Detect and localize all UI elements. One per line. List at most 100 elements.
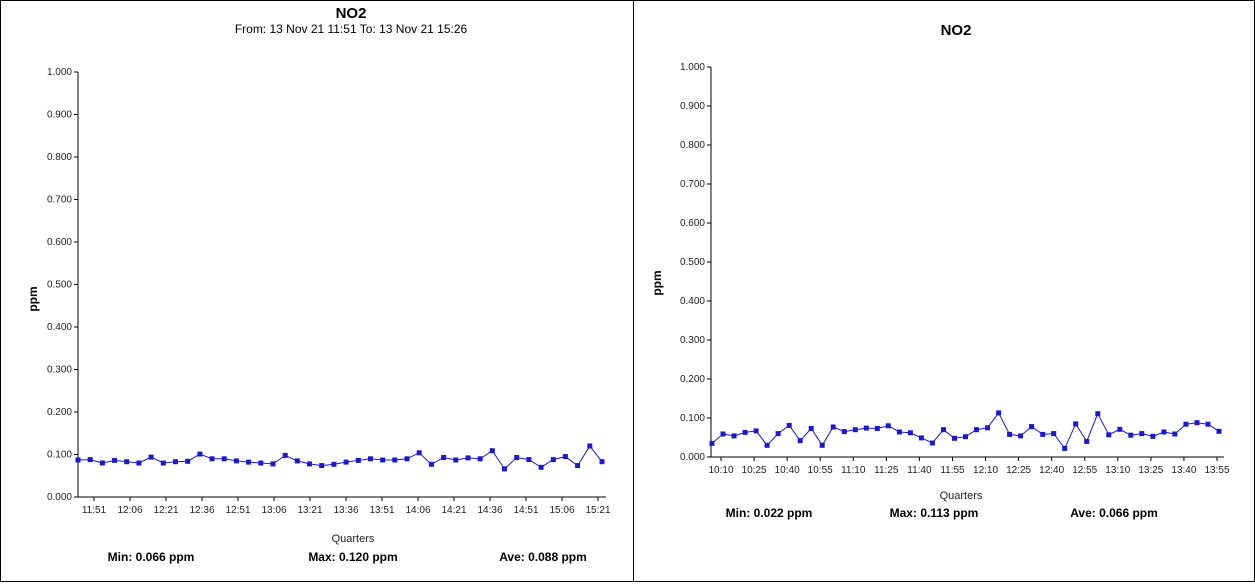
x-tick-label: 11:55 [940, 465, 965, 476]
data-point [258, 460, 264, 466]
data-point [1062, 445, 1068, 451]
x-tick-label: 14:21 [441, 505, 466, 516]
data-point [1040, 431, 1046, 437]
chart-title: NO2 [336, 5, 367, 22]
x-tick-label: 10:55 [808, 465, 833, 476]
data-point [1194, 420, 1200, 426]
x-tick-label: 11:10 [841, 465, 866, 476]
y-tick-label: 0.900 [680, 101, 705, 112]
data-point [307, 461, 312, 467]
y-tick-label: 0.800 [680, 140, 705, 151]
y-tick-label: 0.200 [47, 407, 72, 418]
y-tick-label: 1.000 [47, 67, 72, 78]
data-point [343, 459, 349, 465]
data-point [1216, 428, 1222, 434]
x-tick-label: 14:06 [405, 505, 430, 516]
data-point [233, 458, 239, 464]
x-tick-label: 12:21 [153, 505, 178, 516]
series-line [77, 445, 603, 470]
data-point [797, 438, 803, 444]
x-tick-label: 12:06 [117, 505, 142, 516]
data-point [1205, 421, 1211, 427]
data-point [148, 454, 154, 460]
data-point [1051, 431, 1057, 437]
stat-max: Max: 0.113 ppm [890, 506, 979, 520]
x-tick-label: 10:25 [742, 465, 767, 476]
data-point [538, 464, 544, 470]
data-point [907, 430, 913, 436]
x-tick-label: 14:51 [513, 505, 538, 516]
chart-title: NO2 [941, 22, 972, 39]
x-tick-label: 11:40 [907, 465, 932, 476]
data-point [952, 435, 957, 441]
x-tick-label: 13:06 [261, 505, 286, 516]
data-point [996, 410, 1002, 416]
data-point [514, 455, 520, 460]
data-point [786, 422, 792, 428]
y-tick-label: 0.300 [680, 335, 705, 346]
data-point [270, 461, 276, 467]
chart-panel-right: NO2 Quarters ppm Min: 0.022 ppm Max: 0.1… [633, 0, 1255, 582]
chart-left: NO2 From: 13 Nov 21 11:51 To: 13 Nov 21 … [26, 5, 611, 564]
stat-ave: Ave: 0.088 ppm [499, 550, 587, 564]
data-point [392, 457, 398, 463]
data-point [963, 434, 968, 440]
data-point [941, 427, 946, 433]
y-tick-label: 0.300 [47, 365, 72, 376]
data-point [1018, 433, 1024, 439]
data-point [587, 443, 593, 449]
data-point [282, 452, 288, 458]
x-tick-label: 12:36 [189, 505, 214, 516]
y-tick-label: 0.500 [680, 257, 705, 268]
data-point [709, 440, 715, 446]
y-tick-label: 0.700 [680, 179, 705, 190]
x-tick-label: 13:21 [297, 505, 322, 516]
data-point [355, 457, 361, 463]
data-point [819, 442, 825, 448]
data-point [124, 459, 130, 465]
y-axis-label: ppm [26, 286, 40, 311]
x-tick-label: 12:25 [1006, 465, 1031, 476]
data-point [160, 460, 166, 466]
data-point [294, 458, 300, 464]
x-tick-label: 15:21 [585, 505, 610, 516]
y-tick-label: 0.100 [47, 450, 72, 461]
x-tick-label: 13:55 [1204, 465, 1229, 476]
x-tick-label: 14:36 [477, 505, 502, 516]
data-point [1095, 411, 1101, 417]
data-point [368, 456, 373, 462]
data-point [1183, 421, 1189, 427]
data-point [331, 461, 337, 467]
stat-max: Max: 0.120 ppm [308, 550, 397, 564]
x-tick-label: 13:25 [1138, 465, 1163, 476]
y-tick-label: 0.000 [680, 452, 705, 463]
series-line [711, 411, 1220, 450]
y-tick-label: 0.700 [47, 195, 72, 206]
y-axis-label: ppm [650, 270, 664, 295]
data-point [416, 450, 422, 456]
chart-right: NO2 Quarters ppm Min: 0.022 ppm Max: 0.1… [650, 22, 1230, 520]
data-point [404, 456, 410, 462]
data-point [99, 460, 105, 466]
data-point [753, 428, 759, 434]
data-point [502, 466, 507, 472]
x-tick-label: 10:40 [775, 465, 800, 476]
data-point [918, 435, 924, 441]
data-point [428, 461, 434, 467]
data-point [1139, 431, 1145, 437]
y-tick-label: 0.900 [47, 110, 72, 121]
data-point [599, 459, 605, 465]
data-point [87, 457, 93, 463]
data-point [830, 424, 836, 430]
data-point [885, 423, 891, 429]
x-tick-label: 11:51 [82, 505, 107, 516]
data-point [1106, 432, 1112, 438]
data-point [764, 442, 770, 448]
data-point [720, 431, 726, 437]
chart-subtitle: From: 13 Nov 21 11:51 To: 13 Nov 21 15:2… [235, 22, 468, 36]
x-axis-label: Quarters [332, 533, 375, 545]
x-tick-label: 13:36 [333, 505, 358, 516]
x-tick-label: 12:51 [225, 505, 250, 516]
data-point [209, 456, 215, 462]
data-point [526, 457, 532, 463]
